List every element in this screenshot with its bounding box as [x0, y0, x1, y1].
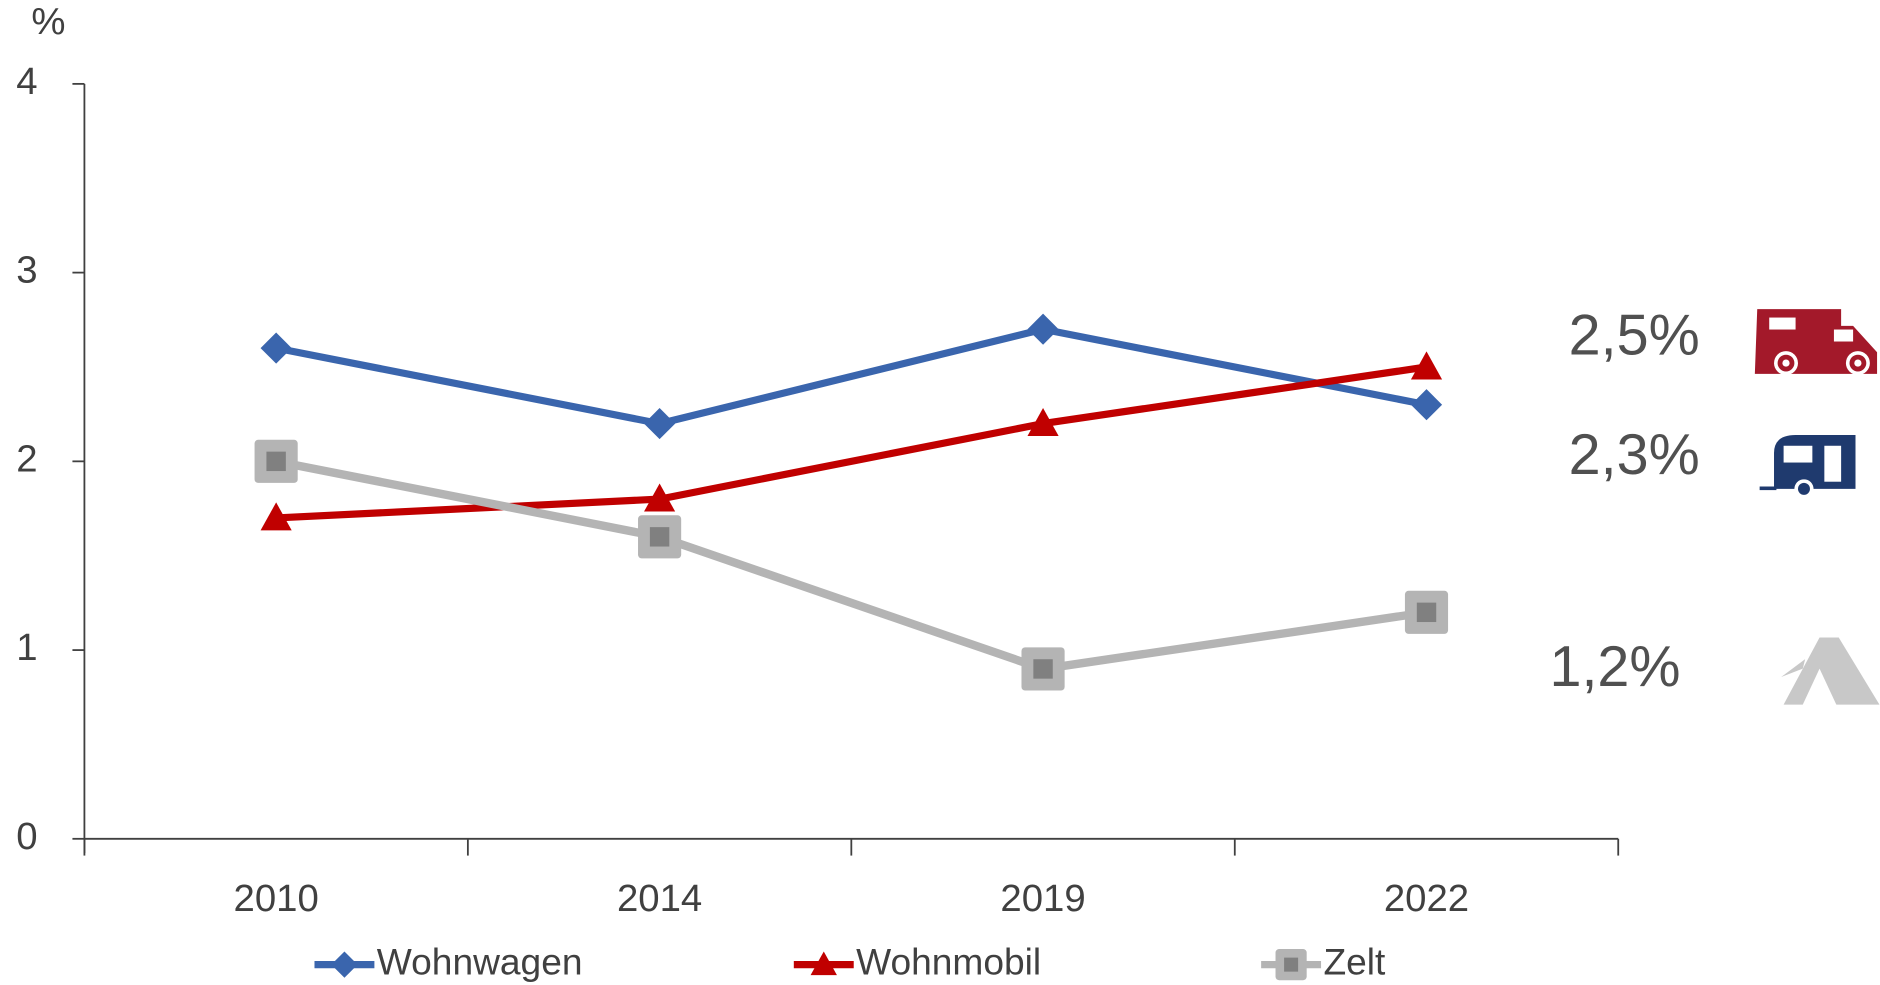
y-axis-label: % — [31, 0, 65, 43]
annotation: 1,2% — [1549, 635, 1680, 699]
marker — [1021, 647, 1065, 691]
marker — [638, 515, 682, 559]
marker — [260, 332, 292, 364]
x-tick-label: 2019 — [1000, 877, 1085, 920]
legend-label: Zelt — [1323, 940, 1386, 982]
marker-inner — [266, 451, 286, 472]
legend-label: Wohnwagen — [377, 940, 583, 982]
marker — [644, 483, 676, 512]
x-tick-label: 2010 — [234, 877, 319, 920]
x-tick-label: 2022 — [1384, 877, 1469, 920]
marker — [1410, 351, 1443, 380]
marker — [1027, 313, 1059, 345]
tent-icon — [1781, 637, 1880, 705]
series-line — [275, 457, 1428, 674]
series-line — [275, 363, 1428, 522]
y-tick-label: 4 — [16, 60, 37, 103]
y-tick-label: 3 — [16, 249, 37, 292]
y-tick-label: 0 — [16, 815, 37, 858]
caravan-icon — [1759, 434, 1856, 499]
marker-inner — [649, 527, 670, 547]
marker — [810, 951, 837, 976]
legend-label: Wohnmobil — [856, 940, 1041, 982]
series-line — [275, 325, 1428, 428]
y-tick-label: 2 — [16, 437, 37, 480]
y-tick-label: 1 — [16, 626, 37, 669]
marker — [260, 502, 292, 531]
marker-inner — [1284, 957, 1299, 972]
marker — [1404, 590, 1449, 634]
marker — [1410, 389, 1443, 421]
annotation: 2,5% — [1569, 303, 1700, 367]
marker — [331, 951, 358, 978]
marker — [1027, 408, 1059, 437]
annotation: 2,3% — [1569, 423, 1700, 487]
marker-inner — [1416, 602, 1437, 623]
marker — [1275, 949, 1307, 981]
marker — [644, 408, 676, 440]
motorhome-icon — [1754, 309, 1878, 376]
marker-inner — [1033, 659, 1053, 679]
x-tick-label: 2014 — [617, 877, 702, 920]
marker — [254, 439, 298, 483]
